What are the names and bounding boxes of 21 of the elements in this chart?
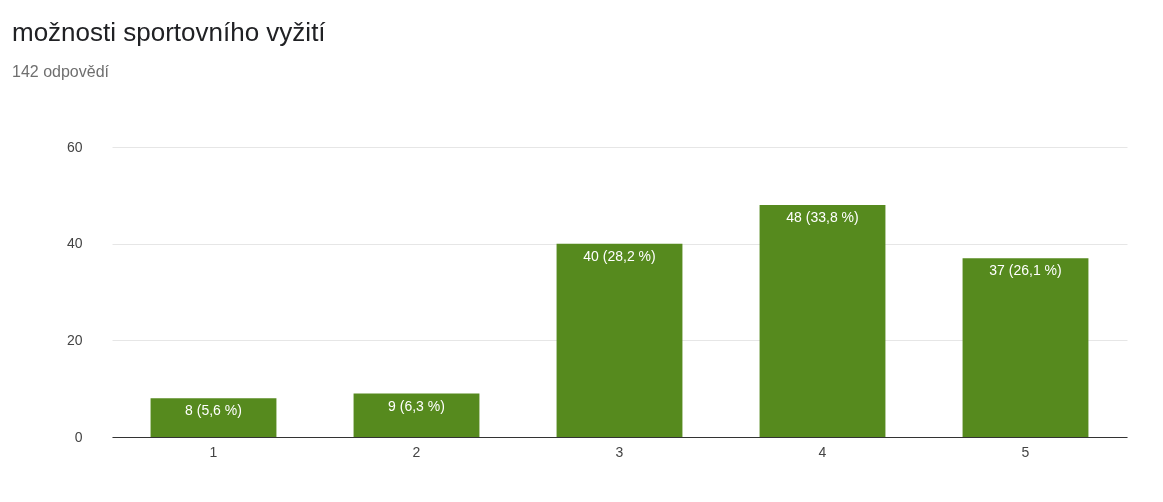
bar: [150, 398, 277, 437]
data-label: 9 (6,3 %): [388, 397, 445, 414]
bar: [759, 205, 886, 437]
data-label: 40 (28,2 %): [583, 247, 656, 264]
y-tick-label: 20: [66, 331, 83, 348]
x-tick-label: 4: [818, 443, 827, 460]
data-label: 48 (33,8 %): [786, 209, 859, 225]
x-tick-label: 5: [1021, 443, 1030, 460]
y-tick-label: 40: [66, 235, 83, 252]
bar: [962, 258, 1089, 437]
y-tick-label: 0: [74, 428, 83, 445]
chart-title: možnosti sportovního vyžití: [12, 17, 327, 47]
bar: [353, 393, 480, 437]
y-tick-label: 60: [66, 138, 83, 155]
chart-subtitle: 142 odpovědí: [12, 63, 110, 80]
x-tick-label: 3: [615, 443, 624, 460]
data-label: 37 (26,1 %): [989, 262, 1062, 279]
bar: [556, 243, 683, 437]
x-tick-label: 1: [209, 443, 218, 460]
x-tick-label: 2: [412, 443, 421, 460]
data-label: 8 (5,6 %): [185, 402, 242, 419]
